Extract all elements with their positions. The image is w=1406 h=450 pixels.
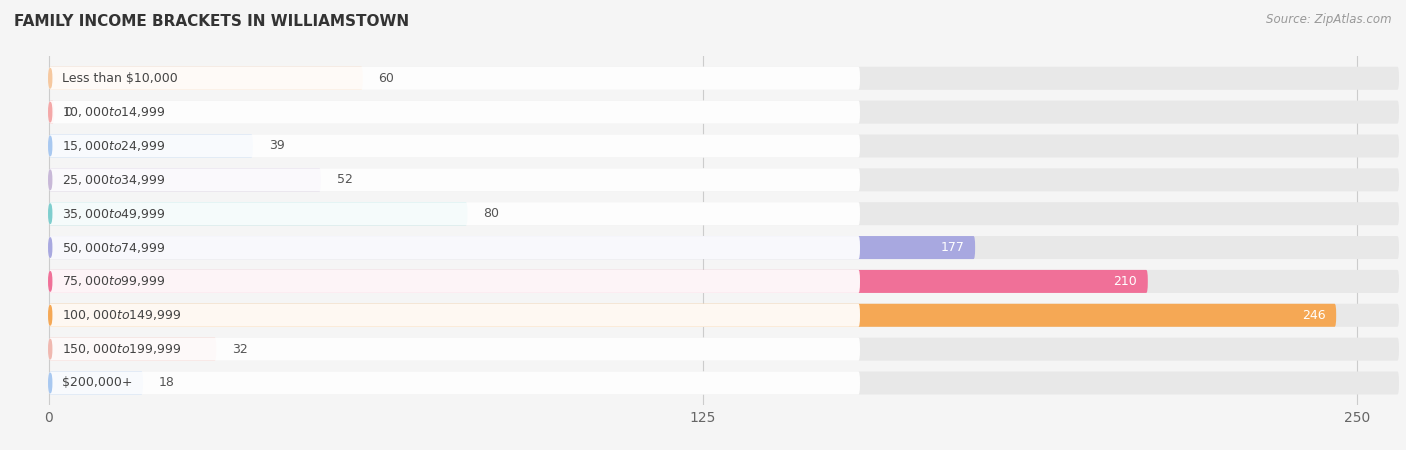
- FancyBboxPatch shape: [49, 202, 1399, 225]
- FancyBboxPatch shape: [49, 135, 1399, 157]
- Circle shape: [49, 238, 52, 257]
- Circle shape: [49, 204, 52, 223]
- Text: 18: 18: [159, 377, 174, 390]
- Text: $150,000 to $199,999: $150,000 to $199,999: [62, 342, 181, 356]
- FancyBboxPatch shape: [49, 372, 1399, 395]
- Text: 210: 210: [1114, 275, 1137, 288]
- FancyBboxPatch shape: [49, 101, 53, 124]
- FancyBboxPatch shape: [49, 135, 860, 157]
- Circle shape: [49, 170, 52, 189]
- Circle shape: [49, 339, 52, 359]
- Text: $100,000 to $149,999: $100,000 to $149,999: [62, 308, 181, 322]
- Text: $75,000 to $99,999: $75,000 to $99,999: [62, 274, 166, 288]
- FancyBboxPatch shape: [49, 101, 860, 124]
- Text: 39: 39: [269, 140, 284, 153]
- FancyBboxPatch shape: [49, 270, 1147, 293]
- FancyBboxPatch shape: [49, 304, 1336, 327]
- Text: $10,000 to $14,999: $10,000 to $14,999: [62, 105, 166, 119]
- FancyBboxPatch shape: [49, 236, 1399, 259]
- Text: 32: 32: [232, 342, 247, 356]
- Text: 80: 80: [484, 207, 499, 220]
- FancyBboxPatch shape: [49, 304, 860, 327]
- FancyBboxPatch shape: [49, 338, 860, 360]
- Circle shape: [49, 103, 52, 122]
- Text: 246: 246: [1302, 309, 1326, 322]
- FancyBboxPatch shape: [49, 168, 1399, 191]
- FancyBboxPatch shape: [49, 67, 363, 90]
- FancyBboxPatch shape: [49, 67, 1399, 90]
- FancyBboxPatch shape: [49, 236, 976, 259]
- FancyBboxPatch shape: [49, 338, 1399, 360]
- Circle shape: [49, 272, 52, 291]
- Circle shape: [49, 374, 52, 393]
- FancyBboxPatch shape: [49, 202, 468, 225]
- Text: FAMILY INCOME BRACKETS IN WILLIAMSTOWN: FAMILY INCOME BRACKETS IN WILLIAMSTOWN: [14, 14, 409, 28]
- Text: 0: 0: [65, 106, 73, 119]
- Text: Source: ZipAtlas.com: Source: ZipAtlas.com: [1267, 14, 1392, 27]
- Text: 177: 177: [941, 241, 965, 254]
- Text: Less than $10,000: Less than $10,000: [62, 72, 179, 85]
- FancyBboxPatch shape: [49, 135, 253, 157]
- Text: 52: 52: [336, 173, 353, 186]
- FancyBboxPatch shape: [49, 236, 860, 259]
- Text: $15,000 to $24,999: $15,000 to $24,999: [62, 139, 166, 153]
- Circle shape: [49, 68, 52, 88]
- FancyBboxPatch shape: [49, 67, 860, 90]
- Text: $35,000 to $49,999: $35,000 to $49,999: [62, 207, 166, 220]
- Text: $50,000 to $74,999: $50,000 to $74,999: [62, 241, 166, 255]
- FancyBboxPatch shape: [49, 270, 1399, 293]
- FancyBboxPatch shape: [49, 168, 321, 191]
- FancyBboxPatch shape: [49, 168, 860, 191]
- Circle shape: [49, 136, 52, 156]
- FancyBboxPatch shape: [49, 338, 217, 360]
- Text: $200,000+: $200,000+: [62, 377, 132, 390]
- Circle shape: [49, 306, 52, 325]
- FancyBboxPatch shape: [49, 270, 860, 293]
- FancyBboxPatch shape: [49, 202, 860, 225]
- FancyBboxPatch shape: [49, 372, 143, 395]
- FancyBboxPatch shape: [49, 372, 860, 395]
- Text: 60: 60: [378, 72, 395, 85]
- FancyBboxPatch shape: [49, 304, 1399, 327]
- FancyBboxPatch shape: [49, 101, 1399, 124]
- Text: $25,000 to $34,999: $25,000 to $34,999: [62, 173, 166, 187]
